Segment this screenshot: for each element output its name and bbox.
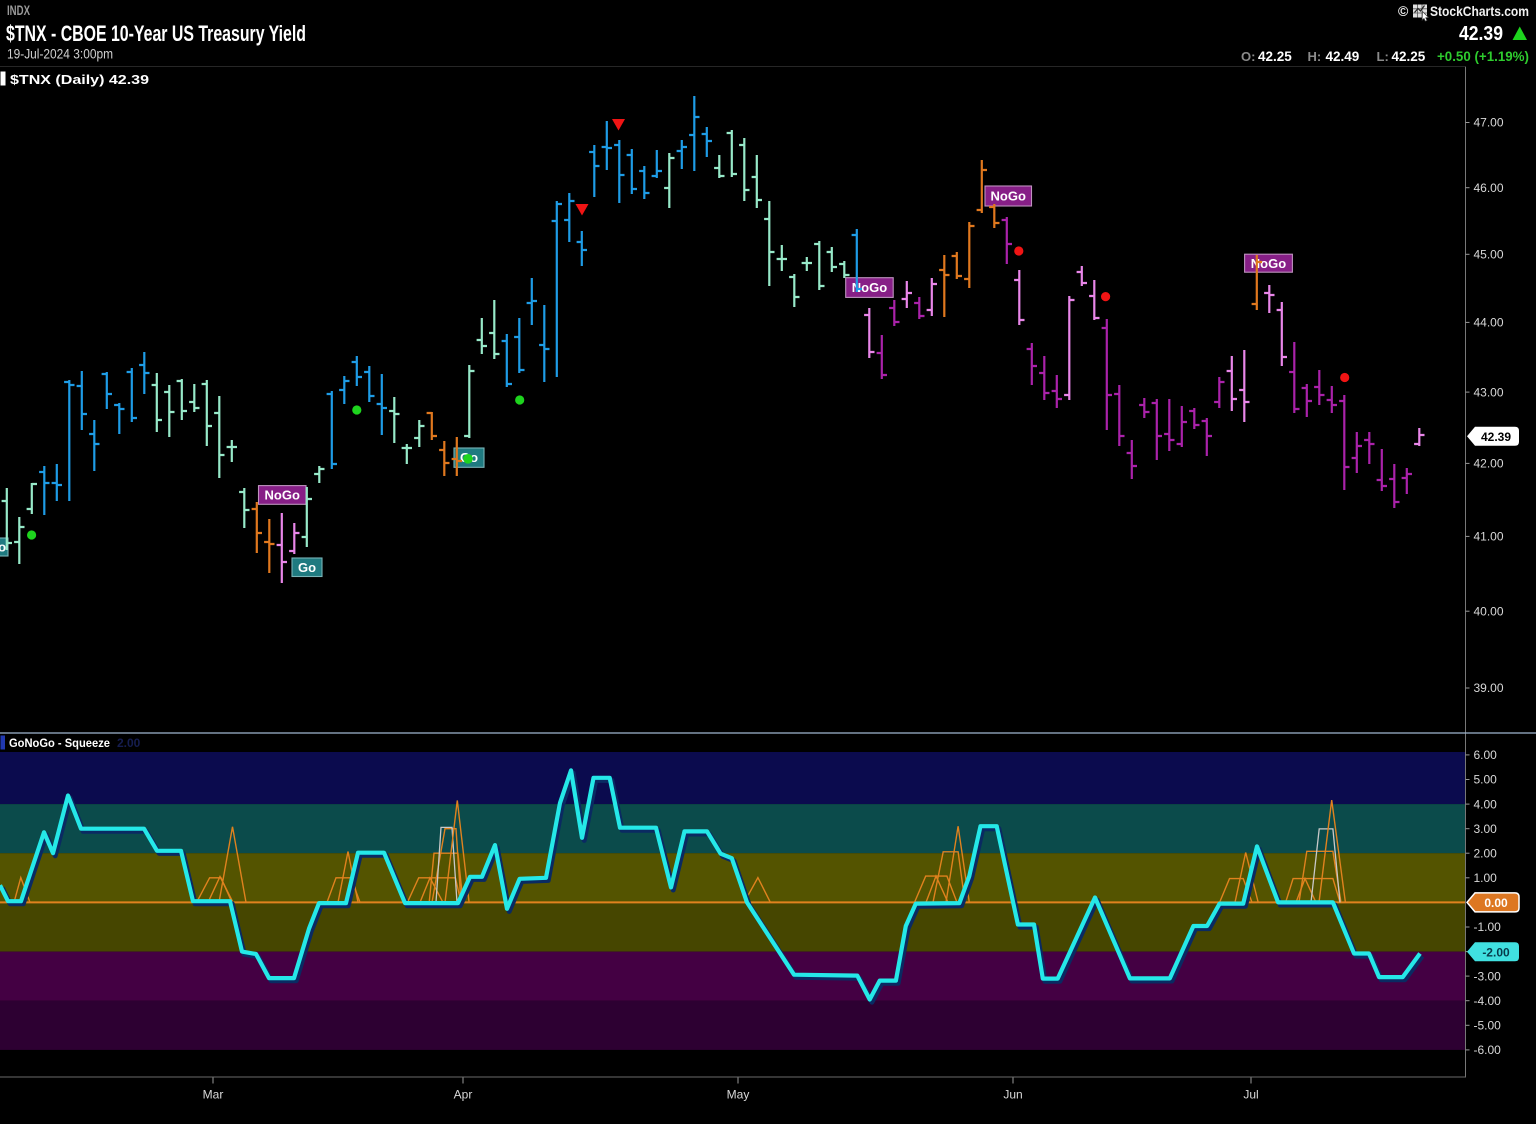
svg-text:Apr: Apr <box>454 1088 473 1102</box>
svg-text:Jun: Jun <box>1003 1088 1022 1102</box>
svg-text:NoGo: NoGo <box>265 488 300 503</box>
svg-text:NoGo: NoGo <box>852 280 887 295</box>
svg-text:45.00: 45.00 <box>1474 248 1504 262</box>
svg-text:GoNoGo - Squeeze: GoNoGo - Squeeze <box>9 736 110 750</box>
svg-text:39.00: 39.00 <box>1474 681 1504 695</box>
svg-text:-5.00: -5.00 <box>1474 1019 1502 1033</box>
svg-text:-4.00: -4.00 <box>1474 994 1502 1008</box>
svg-text:-6.00: -6.00 <box>1474 1043 1502 1057</box>
svg-text:StockCharts.com: StockCharts.com <box>1430 3 1529 19</box>
svg-text:NoGo: NoGo <box>991 189 1026 204</box>
svg-text:42.25: 42.25 <box>1392 49 1426 64</box>
svg-text:19-Jul-2024 3:00pm: 19-Jul-2024 3:00pm <box>7 47 113 62</box>
svg-text:5.00: 5.00 <box>1474 773 1498 787</box>
svg-text:2.00: 2.00 <box>1474 846 1498 860</box>
svg-text:47.00: 47.00 <box>1474 116 1504 130</box>
svg-text:46.00: 46.00 <box>1474 181 1504 195</box>
svg-text:Go: Go <box>298 560 316 575</box>
svg-text:Jul: Jul <box>1243 1088 1258 1102</box>
svg-text:42.25: 42.25 <box>1258 49 1292 64</box>
svg-text:O:: O: <box>1241 49 1255 64</box>
svg-text:4.00: 4.00 <box>1474 797 1498 811</box>
svg-text:INDX: INDX <box>7 2 30 18</box>
svg-text:42.39: 42.39 <box>1481 430 1511 444</box>
svg-text:Go: Go <box>0 540 6 555</box>
svg-text:0.00: 0.00 <box>1484 896 1508 910</box>
svg-text:1.00: 1.00 <box>1474 871 1498 885</box>
svg-text:3.00: 3.00 <box>1474 822 1498 836</box>
svg-text:-2.00: -2.00 <box>1482 945 1510 959</box>
svg-text:-3.00: -3.00 <box>1474 969 1502 983</box>
svg-text:May: May <box>727 1088 750 1102</box>
svg-text:$TNX - CBOE 10-Year US Treasur: $TNX - CBOE 10-Year US Treasury Yield <box>6 21 306 46</box>
svg-text:L:: L: <box>1377 49 1389 64</box>
svg-text:$TNX (Daily) 42.39: $TNX (Daily) 42.39 <box>10 72 149 87</box>
svg-text:Mar: Mar <box>203 1088 224 1102</box>
svg-text:42.49: 42.49 <box>1326 49 1360 64</box>
svg-text:NoGo: NoGo <box>1251 256 1286 271</box>
svg-text:2.00: 2.00 <box>117 736 141 750</box>
svg-text:43.00: 43.00 <box>1474 385 1504 399</box>
svg-text:44.00: 44.00 <box>1474 316 1504 330</box>
svg-text:©: © <box>1398 3 1409 19</box>
svg-text:H:: H: <box>1308 49 1322 64</box>
svg-text:+0.50 (+1.19%): +0.50 (+1.19%) <box>1437 49 1529 64</box>
svg-text:6.00: 6.00 <box>1474 748 1498 762</box>
svg-text:-1.00: -1.00 <box>1474 920 1502 934</box>
svg-text:42.00: 42.00 <box>1474 457 1504 471</box>
svg-text:42.39: 42.39 <box>1459 23 1503 45</box>
svg-text:41.00: 41.00 <box>1474 530 1504 544</box>
svg-text:40.00: 40.00 <box>1474 604 1504 618</box>
